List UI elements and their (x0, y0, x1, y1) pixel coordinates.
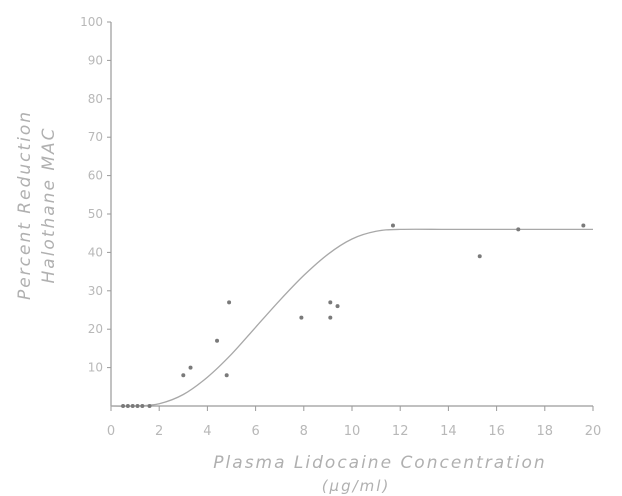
data-point (227, 300, 232, 305)
fitted-curve (110, 228, 593, 407)
y-tick-label: 70 (88, 130, 103, 144)
data-point (516, 227, 521, 232)
data-point (188, 365, 193, 370)
data-point (390, 223, 395, 228)
x-axis-unit: (µg/ml) (322, 477, 391, 495)
data-point (135, 404, 140, 408)
y-tick-label: 40 (88, 245, 103, 259)
data-point (130, 404, 135, 408)
data-point (181, 373, 186, 378)
y-axis-label-line2: Halothane MAC (39, 127, 59, 284)
x-tick-label: 6 (251, 424, 259, 439)
data-point (328, 300, 333, 305)
x-tick-label: 12 (392, 424, 409, 439)
data-point (328, 315, 333, 320)
y-tick-label: 20 (88, 322, 103, 336)
x-tick-label: 8 (300, 424, 308, 439)
y-tick-label: 50 (88, 207, 103, 221)
y-tick-label: 80 (88, 92, 103, 106)
x-tick-label: 0 (107, 424, 115, 439)
data-point (224, 373, 229, 378)
x-tick-label: 10 (344, 424, 361, 439)
data-point (215, 338, 220, 343)
data-point (335, 304, 340, 309)
plot-area: 0 2 4 6 8 10 12 14 16 18 20 10 20 30 40 50 60 70 80 90 100 (80, 15, 601, 439)
y-axis-label-line1: Percent Reduction (15, 110, 35, 300)
y-tick-label: 10 (88, 361, 103, 375)
data-point (121, 404, 126, 408)
data-points (121, 223, 586, 408)
x-tick-label: 18 (537, 424, 554, 439)
x-axis-ticks: 0 2 4 6 8 10 12 14 16 18 20 (107, 406, 601, 439)
y-tick-label: 30 (88, 284, 103, 298)
data-point (477, 254, 482, 259)
x-tick-label: 14 (440, 424, 457, 439)
x-axis-label: Plasma Lidocaine Concentration (213, 453, 546, 473)
y-tick-label: 100 (80, 15, 103, 29)
data-point (147, 404, 152, 408)
x-tick-label: 4 (203, 424, 211, 439)
x-tick-label: 2 (155, 424, 163, 439)
data-point (299, 315, 304, 320)
data-point (581, 223, 586, 228)
data-point (140, 404, 145, 408)
data-point (125, 404, 130, 408)
x-tick-label: 20 (585, 424, 602, 439)
y-axis-ticks: 10 20 30 40 50 60 70 80 90 100 (80, 15, 111, 375)
x-tick-label: 16 (488, 424, 505, 439)
y-tick-label: 90 (88, 53, 103, 67)
y-tick-label: 60 (88, 169, 103, 183)
